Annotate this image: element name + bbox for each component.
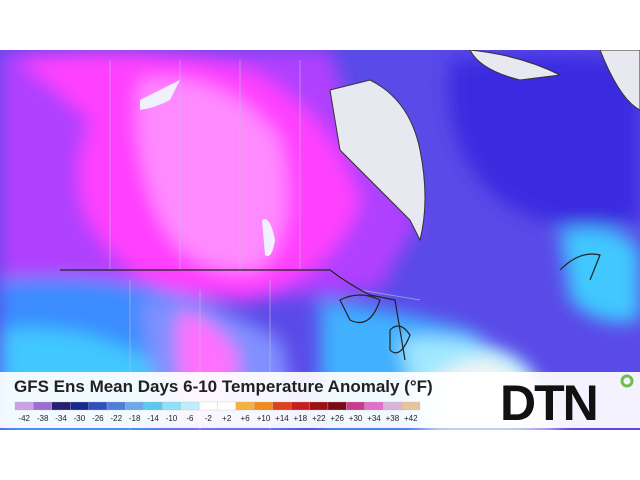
map-title: GFS Ens Mean Days 6-10 Temperature Anoma…: [14, 377, 433, 396]
legend-swatch: [14, 401, 34, 411]
legend-label: +10: [257, 414, 271, 423]
legend-label: -18: [129, 414, 141, 423]
legend-label: +14: [275, 414, 289, 423]
legend-label: -10: [166, 414, 178, 423]
legend-swatch: [180, 401, 200, 411]
legend-label: +38: [386, 414, 400, 423]
legend-swatch: [327, 401, 347, 411]
legend-swatch: [309, 401, 329, 411]
legend-band: [0, 372, 640, 428]
legend-swatch: [33, 401, 52, 411]
legend-label: +42: [404, 414, 418, 423]
color-legend: -42 -38 -34 -30 -26 -22 -18 -14 -10 -6 -2 +2 +6 +10 +1…: [14, 401, 421, 423]
legend-swatch: [88, 401, 108, 411]
legend-swatch: [162, 401, 181, 411]
legend-swatch: [272, 401, 292, 411]
legend-swatch: [235, 401, 255, 411]
legend-label: -34: [55, 414, 67, 423]
legend-swatch: [383, 401, 402, 411]
legend-label: -26: [92, 414, 104, 423]
legend-label: +18: [294, 414, 308, 423]
legend-label: +6: [241, 414, 251, 423]
legend-swatch: [401, 401, 421, 411]
legend-swatch: [198, 401, 218, 411]
legend-label: -30: [74, 414, 86, 423]
legend-swatch: [254, 401, 273, 411]
legend-label: -42: [18, 414, 30, 423]
legend-label: -6: [186, 414, 194, 423]
logo-dot: [620, 374, 634, 388]
legend-label: +30: [349, 414, 363, 423]
legend-label: -14: [147, 414, 159, 423]
legend-swatch: [217, 401, 237, 411]
legend-label: +26: [330, 414, 344, 423]
legend-swatch: [125, 401, 145, 411]
legend-label: -22: [110, 414, 122, 423]
legend-swatch: [70, 401, 89, 411]
legend-label: -38: [37, 414, 49, 423]
legend-swatch: [346, 401, 365, 411]
legend-label: +22: [312, 414, 326, 423]
legend-swatch: [106, 401, 126, 411]
legend-swatch: [51, 401, 71, 411]
legend-label: +34: [367, 414, 381, 423]
legend-label: -2: [205, 414, 213, 423]
legend-swatch: [290, 401, 310, 411]
legend-swatch: [364, 401, 384, 411]
legend-swatch: [143, 401, 163, 411]
legend-label: +2: [222, 414, 232, 423]
logo: DTN: [500, 375, 597, 431]
